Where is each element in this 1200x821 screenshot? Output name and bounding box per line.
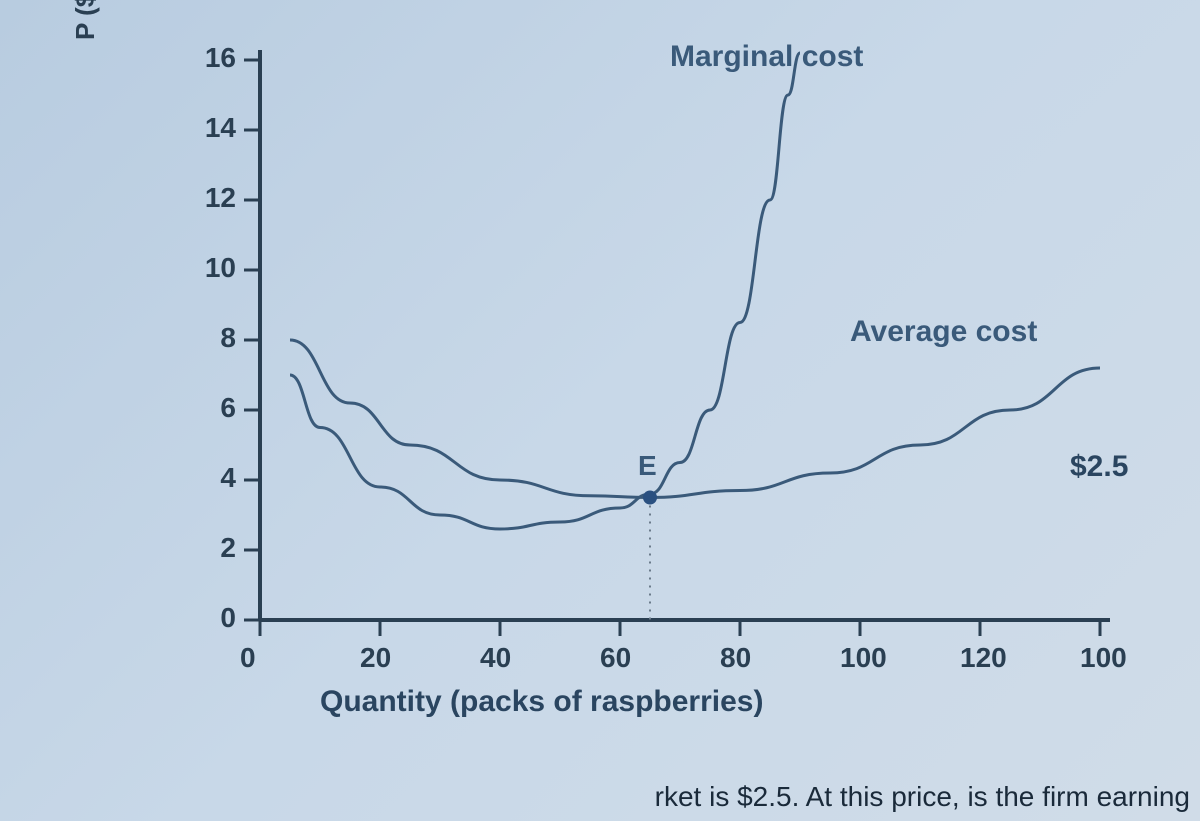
y-tick-label: 8 [220, 322, 236, 354]
x-tick-label: 100 [1080, 642, 1127, 674]
x-tick-label: 0 [240, 642, 256, 674]
x-tick-label: 20 [360, 642, 391, 674]
cost-curves-chart: P ($) 0246810121416 020406080100120100 M… [60, 20, 1160, 740]
x-tick-label: 120 [960, 642, 1007, 674]
y-tick-label: 14 [205, 112, 236, 144]
y-tick-label: 6 [220, 392, 236, 424]
price-label: $2.5 [1070, 450, 1128, 484]
y-tick-label: 4 [220, 462, 236, 494]
x-axis-title: Quantity (packs of raspberries) [320, 685, 763, 719]
x-tick-label: 80 [720, 642, 751, 674]
y-tick-label: 2 [220, 532, 236, 564]
x-tick-label: 100 [840, 642, 887, 674]
point-e-label: E [638, 450, 657, 482]
x-tick-label: 40 [480, 642, 511, 674]
y-tick-label: 12 [205, 182, 236, 214]
y-tick-label: 0 [220, 602, 236, 634]
marginal-cost-label: Marginal cost [670, 40, 863, 74]
y-tick-label: 10 [205, 252, 236, 284]
x-tick-label: 60 [600, 642, 631, 674]
y-tick-label: 16 [205, 42, 236, 74]
question-text-fragment: rket is $2.5. At this price, is the firm… [655, 781, 1190, 813]
average-cost-label: Average cost [850, 315, 1037, 349]
